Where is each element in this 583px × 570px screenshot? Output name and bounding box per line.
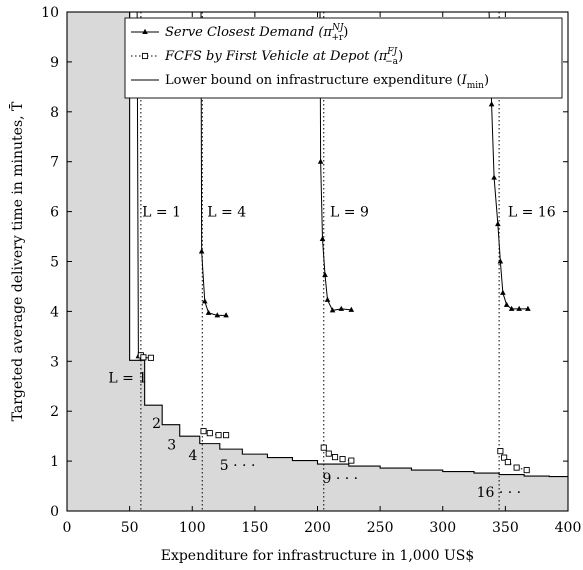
y-tick-label-5: 5 bbox=[50, 255, 59, 271]
annotation-10: 16 · · · bbox=[477, 485, 522, 501]
legend-box bbox=[124, 17, 563, 99]
y-tick-label-6: 6 bbox=[50, 205, 59, 221]
point-triangle-3-3 bbox=[495, 220, 501, 227]
annotation-7: 4 bbox=[188, 448, 197, 464]
point-triangle-1-1 bbox=[198, 248, 205, 254]
point-square-7-2 bbox=[504, 459, 511, 466]
annotation-8: 5 · · · bbox=[220, 458, 256, 474]
point-triangle-2-6 bbox=[338, 305, 345, 311]
point-triangle-3-4 bbox=[497, 258, 504, 264]
annotation-4: L = 1 bbox=[108, 370, 147, 386]
legend-label-fcfs: FCFS by First Vehicle at Depot (πFJ −a) bbox=[164, 47, 403, 67]
point-square-7-4 bbox=[523, 467, 530, 474]
point-triangle-3-8 bbox=[516, 305, 522, 311]
x-tick-label-6: 300 bbox=[429, 520, 456, 536]
y-axis-title: Targeted average delivery time in minute… bbox=[8, 101, 26, 421]
point-square-6-4 bbox=[348, 457, 355, 464]
y-tick-label-8: 8 bbox=[50, 105, 59, 121]
point-triangle-3-6 bbox=[503, 301, 510, 307]
x-tick-label-3: 150 bbox=[242, 520, 269, 536]
point-square-4-1 bbox=[140, 354, 147, 361]
point-triangle-3-5 bbox=[500, 289, 506, 295]
point-square-5-2 bbox=[215, 432, 222, 439]
point-triangle-1-3 bbox=[205, 309, 212, 315]
point-square-7-3 bbox=[513, 464, 520, 471]
annotation-0: L = 1 bbox=[142, 205, 181, 221]
point-triangle-3-1 bbox=[488, 101, 495, 107]
series-line-3 bbox=[488, 11, 528, 310]
x-tick-label-4: 200 bbox=[304, 520, 331, 536]
x-tick-label-5: 250 bbox=[367, 520, 394, 536]
plot-area: L = 1 L = 4 L = 9 L = 16 L = 1 234 5 · · · 9 · … bbox=[67, 11, 568, 511]
legend-label-serve: Serve Closest Demand (πNJ +r) bbox=[165, 23, 348, 43]
point-triangle-1-2 bbox=[201, 298, 208, 304]
point-square-6-0 bbox=[320, 444, 327, 451]
legend: Serve Closest Demand (πNJ +r) FCFS by Firs… bbox=[124, 17, 563, 99]
legend-marker-fcfs bbox=[141, 52, 149, 60]
lower-bound-region bbox=[67, 12, 568, 511]
point-triangle-1-4 bbox=[214, 312, 221, 318]
point-square-6-2 bbox=[331, 454, 339, 461]
y-tick-label-1: 1 bbox=[50, 454, 59, 470]
point-triangle-2-1 bbox=[317, 158, 324, 164]
legend-marker-serve bbox=[142, 28, 148, 34]
annotation-2: L = 9 bbox=[330, 205, 369, 221]
y-tick-label-7: 7 bbox=[50, 155, 59, 171]
point-square-7-1 bbox=[501, 454, 508, 461]
annotation-9: 9 · · · bbox=[323, 471, 359, 487]
point-triangle-3-7 bbox=[508, 305, 515, 311]
point-triangle-2-4 bbox=[324, 296, 331, 302]
annotation-1: L = 4 bbox=[207, 205, 246, 221]
point-triangle-2-3 bbox=[322, 271, 328, 277]
point-square-5-0 bbox=[200, 428, 207, 435]
point-triangle-3-2 bbox=[491, 174, 497, 180]
y-tick-label-3: 3 bbox=[50, 354, 59, 370]
x-tick-label-1: 50 bbox=[121, 520, 139, 536]
annotation-3: L = 16 bbox=[508, 205, 556, 221]
point-square-5-1 bbox=[206, 430, 213, 437]
point-square-5-3 bbox=[223, 432, 230, 439]
point-triangle-2-2 bbox=[319, 235, 326, 242]
point-triangle-2-5 bbox=[329, 307, 336, 313]
y-tick-label-4: 4 bbox=[50, 304, 59, 320]
x-tick-label-0: 0 bbox=[63, 520, 72, 536]
y-tick-label-0: 0 bbox=[50, 504, 59, 520]
legend-label-lb: Lower bound on infrastructure expenditur… bbox=[165, 73, 489, 91]
x-tick-label-8: 400 bbox=[555, 520, 582, 536]
x-tick-label-2: 100 bbox=[179, 520, 206, 536]
point-square-6-1 bbox=[325, 450, 332, 457]
axes: 0 50 100 150 200 250 300 350 400012345678910Expe… bbox=[8, 5, 581, 564]
y-tick-label-2: 2 bbox=[50, 404, 59, 420]
lower-bound-line bbox=[67, 11, 568, 478]
y-tick-label-10: 10 bbox=[41, 5, 59, 21]
annotation-5: 2 bbox=[152, 416, 161, 432]
point-triangle-2-7 bbox=[348, 306, 355, 312]
point-square-6-3 bbox=[339, 456, 346, 463]
annotation-6: 3 bbox=[167, 438, 176, 454]
x-tick-label-7: 350 bbox=[492, 520, 519, 536]
point-triangle-1-5 bbox=[223, 312, 229, 318]
y-tick-label-9: 9 bbox=[50, 55, 59, 71]
point-square-7-0 bbox=[497, 448, 504, 455]
x-axis-title: Expenditure for infrastructure in 1,000 … bbox=[161, 548, 475, 564]
point-square-4-2 bbox=[147, 354, 154, 361]
point-triangle-3-9 bbox=[525, 305, 531, 311]
